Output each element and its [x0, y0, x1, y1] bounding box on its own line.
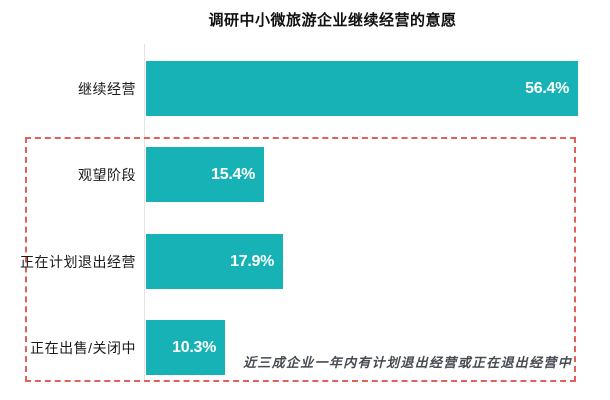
- bar-value-label: 56.4%: [525, 79, 569, 97]
- bar-value-label: 17.9%: [230, 252, 274, 270]
- bar: 56.4%: [146, 61, 578, 116]
- category-label: 继续经营: [78, 81, 136, 97]
- chart-title: 调研中小微旅游企业继续经营的意愿: [208, 12, 457, 29]
- category-label: 观望阶段: [78, 167, 136, 183]
- bar-value-label: 15.4%: [211, 165, 255, 183]
- bar: 10.3%: [146, 320, 225, 375]
- category-label: 正在出售/关闭中: [30, 340, 136, 356]
- bar-value-label: 10.3%: [172, 338, 216, 356]
- bar: 15.4%: [146, 147, 264, 202]
- category-label: 正在计划退出经营: [20, 254, 136, 270]
- category-axis-line: [144, 44, 145, 382]
- bar: 17.9%: [146, 234, 283, 289]
- annotation-note: 近三成企业一年内有计划退出经营或正在退出经营中: [243, 356, 572, 371]
